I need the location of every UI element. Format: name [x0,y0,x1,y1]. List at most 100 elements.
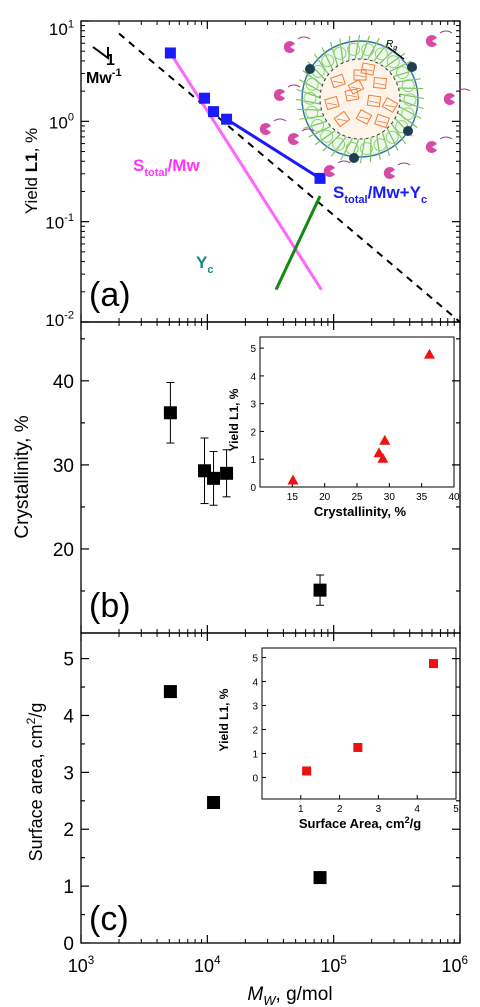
reactant-species [259,122,271,135]
reactant-species [443,92,455,105]
slope-triangle [92,46,109,60]
crystallite [366,94,382,108]
mw-inverse-dashed-line [118,32,461,323]
surface-site [349,153,359,163]
yield-point [208,106,220,118]
inset-yield-point [423,348,435,359]
y-tick-label: 1 [63,877,74,898]
crystallite-stripe [336,118,348,122]
inset-y-tick-label: 1 [250,455,256,466]
polymer-coil [311,118,325,132]
inset-y-tick-label: 4 [252,678,258,689]
panel-c-inset-axes: 1 2 3 4 5 0 1 2 3 4 5 [252,654,459,815]
polymer-chain [395,104,422,119]
crystallite [355,109,373,125]
surface-site [407,62,417,72]
reactant-species [425,35,437,48]
panel-c-inset-ylabel: Yield L1, % [217,688,231,751]
crystallite-stripe [358,116,370,120]
inset-y-tick-label: 0 [250,483,256,494]
polymer-chain [313,53,332,79]
panel-b-inset-frame [259,336,455,488]
y-tick-label: 4 [63,706,74,727]
inset-x-tick-label: 3 [376,804,382,815]
panel-a-label: (a) [89,276,131,314]
reaction-arrow [439,30,453,34]
y-tick-label: 30 [53,456,74,477]
y-tick-label: 10-2 [45,309,74,330]
reaction-arrow [273,118,287,122]
polymer-chain [314,127,340,146]
polymer-chain [348,35,351,65]
crystallite-stripe [346,94,358,98]
inset-yield-point [377,452,389,463]
panel-b-frame [80,321,461,634]
crystallite-stripe [362,68,374,72]
crystallite [324,95,340,111]
polymer-chain [370,41,390,66]
polymer-chain [359,35,371,64]
polymer-chain [299,114,329,120]
polymer-chain [385,60,412,75]
panel-c-inset-xlabel: Surface Area, cm2/g [299,815,421,831]
panel-b-ylabel: Crystallinity, % [12,415,33,538]
reaction-arrow [439,136,453,140]
yield-point [164,47,176,59]
crystallite-stripe [374,82,386,86]
crystallite-stripe [332,80,344,84]
inset-y-tick-label: 2 [250,427,256,438]
reactant-species [283,41,295,53]
panel-a-marks [92,32,461,323]
polymer-chain [298,79,325,94]
y-tick-label: 101 [49,18,74,39]
panel-a-ylabel: Yield L1, % [22,128,41,214]
crystallinity-point [207,471,221,485]
polymer-chain [339,38,345,68]
reactant-species [323,164,335,177]
polymer-chain [359,134,367,164]
panel-c-frame [80,632,461,944]
polymer-chain [394,87,424,90]
inset-yield-point [373,447,385,458]
crystallinity-point [220,466,234,480]
polymer-chain [393,109,418,129]
polymer-coil [332,137,346,151]
x-tick-label: 106 [441,954,468,976]
crystallite-stripe [384,104,396,108]
polymer-chain [395,98,424,110]
panel-c-inset-marks [302,659,438,776]
inset-y-tick-label: 3 [252,702,258,713]
crystallite-stripe [326,102,338,106]
polymer-coil [401,79,415,93]
panel-b-label: (b) [89,587,131,625]
x-tick-label: 104 [194,954,221,976]
panel-c-marks [163,685,327,885]
polymer-chain [302,69,327,89]
y-tick-label: 0 [63,934,74,955]
crystallite [353,69,367,81]
y-tick-label: 10-1 [45,212,74,233]
inset-x-tick-label: 5 [453,804,459,815]
inset-x-tick-label: 40 [448,492,460,503]
crystallite [333,110,351,128]
yield-point [221,113,233,125]
y-tick-label: 5 [63,650,74,671]
polymer-coil [403,93,417,107]
polymer-chain [330,132,350,157]
polymer-coil [395,66,409,80]
crystallite-stripe [376,120,388,124]
x-tick-label: 105 [320,954,347,976]
polymer-coil [305,105,319,119]
inset-x-tick-label: 4 [414,804,420,815]
polymer-chain [375,130,381,160]
inset-yield-point [287,474,299,485]
surface-area-point [207,796,221,810]
polymer-coil [303,91,317,105]
crystallite-stripe [368,100,380,104]
polymer-chain [340,134,355,161]
yc-label: Yc [196,253,213,276]
inset-x-tick-label: 30 [384,492,396,503]
